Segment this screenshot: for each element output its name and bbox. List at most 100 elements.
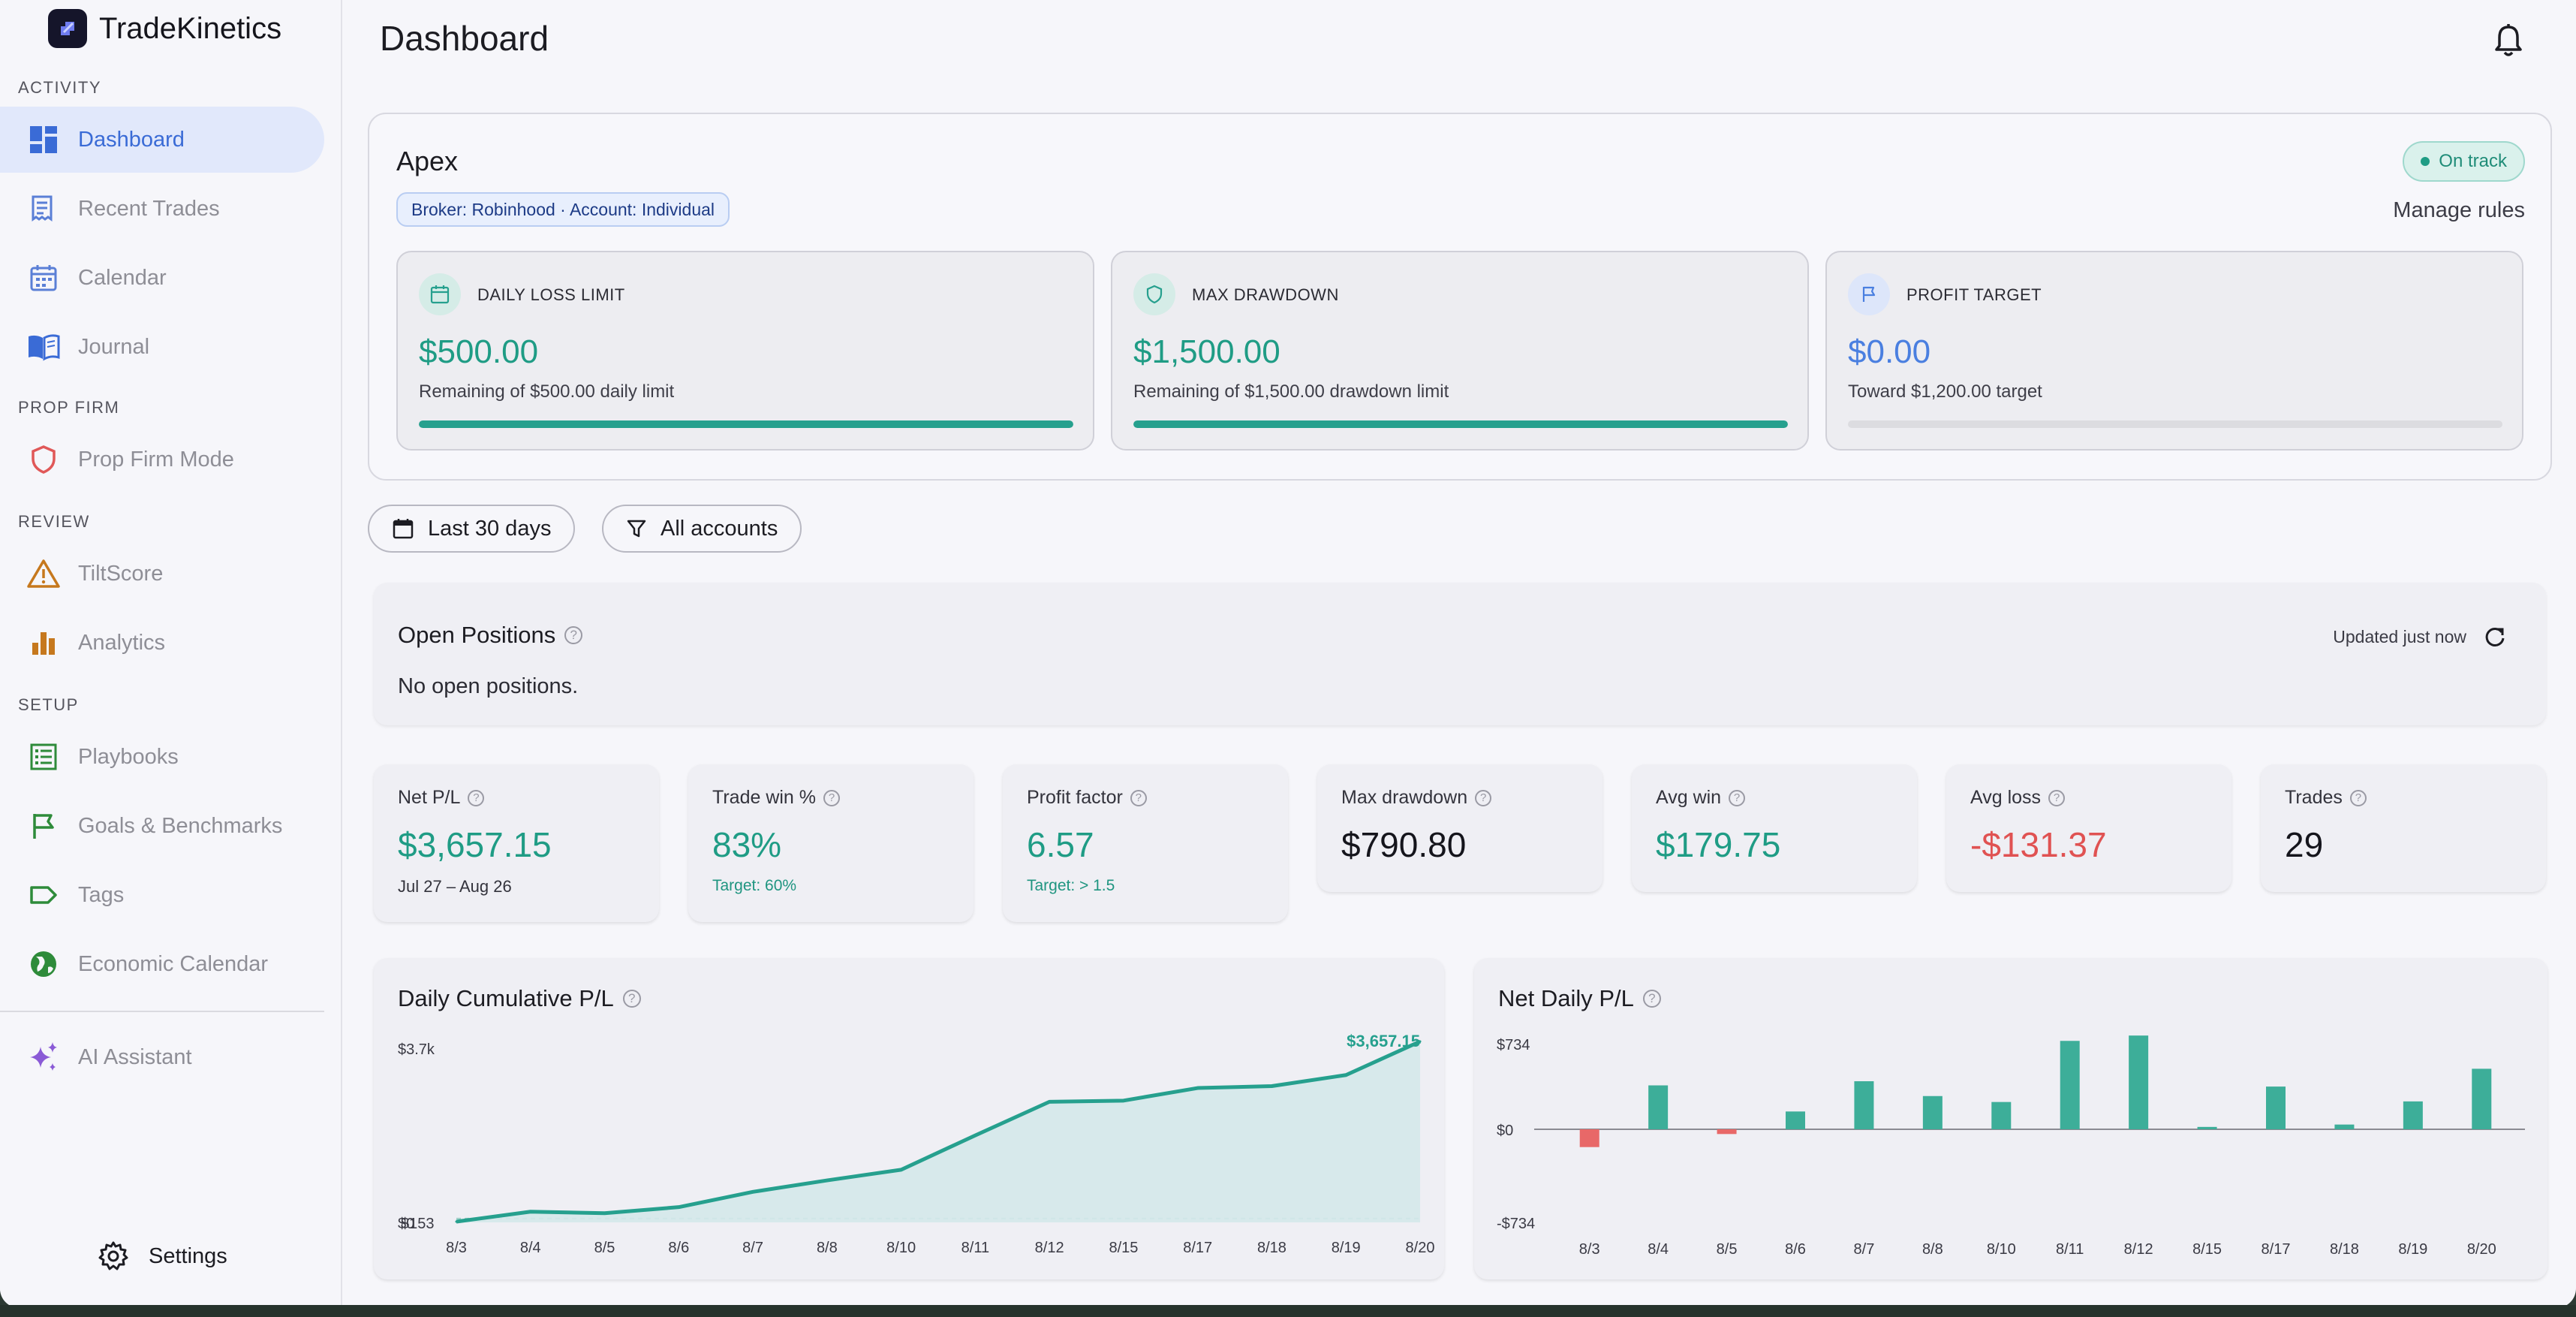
sidebar-item-dashboard[interactable]: Dashboard: [0, 107, 324, 173]
x-tick-label: 8/12: [1035, 1240, 1064, 1256]
status-label: On track: [2439, 151, 2507, 171]
rule-card-max-drawdown: MAX DRAWDOWN $1,500.00 Remaining of $1,5…: [1111, 251, 1809, 451]
help-icon[interactable]: ?: [1729, 789, 1746, 806]
stat-date-range: Jul 27 – Aug 26: [398, 877, 512, 896]
updated-status: Updated just now: [2333, 625, 2507, 649]
sidebar-item-economic-calendar[interactable]: Economic Calendar: [0, 931, 324, 997]
area-fill: [456, 1041, 1420, 1222]
bar: [1991, 1102, 2012, 1129]
x-tick-label: 8/4: [1648, 1241, 1669, 1258]
bar: [1648, 1085, 1669, 1129]
help-icon[interactable]: ?: [564, 626, 583, 644]
accounts-filter-button[interactable]: All accounts: [602, 505, 802, 553]
help-icon[interactable]: ?: [823, 789, 841, 806]
desktop-background: [0, 1305, 2576, 1317]
stat-title: Profit factor?: [1027, 787, 1147, 809]
help-icon[interactable]: ?: [1130, 789, 1147, 806]
help-icon[interactable]: ?: [622, 990, 641, 1008]
sidebar-item-label: Playbooks: [78, 744, 179, 769]
bar: [1717, 1129, 1737, 1135]
help-icon[interactable]: ?: [1642, 990, 1661, 1008]
stat-card-net-pl: Net P/L? $3,657.15 Jul 27 – Aug 26: [374, 764, 659, 922]
refresh-icon[interactable]: [2483, 625, 2507, 649]
globe-icon: [27, 948, 60, 981]
filter-icon: [627, 520, 646, 538]
data-point: [751, 1190, 754, 1193]
x-tick-label: 8/5: [594, 1240, 615, 1256]
stat-card-max-drawdown: Max drawdown? $790.80: [1317, 764, 1602, 892]
help-icon[interactable]: ?: [2048, 789, 2066, 806]
sidebar-item-playbooks[interactable]: Playbooks: [0, 724, 324, 790]
sidebar-item-recent-trades[interactable]: Recent Trades: [0, 176, 324, 242]
stat-title-text: Profit factor: [1027, 787, 1123, 808]
accounts-label: All accounts: [661, 516, 778, 541]
bar: [2129, 1035, 2149, 1129]
settings-label: Settings: [149, 1243, 227, 1268]
rule-subtitle: Toward $1,200.00 target: [1848, 381, 2042, 402]
section-label-activity: ACTIVITY: [18, 78, 102, 97]
sidebar-item-ai-assistant[interactable]: AI Assistant: [0, 1024, 324, 1090]
x-tick-label: 8/12: [2124, 1241, 2153, 1258]
x-tick-label: 8/20: [1406, 1240, 1435, 1256]
x-tick-label: 8/10: [1987, 1241, 2016, 1258]
cumulative-pl-chart-panel: Daily Cumulative P/L? 8/3 8/4 8/5 8/6 8/7 8/8…: [374, 958, 1444, 1279]
stat-value: -$131.37: [1970, 825, 2107, 864]
sidebar-item-tags[interactable]: Tags: [0, 862, 324, 928]
bar: [1854, 1080, 1874, 1129]
help-icon[interactable]: ?: [2349, 789, 2367, 806]
sidebar-item-tiltscore[interactable]: TiltScore: [0, 541, 324, 607]
data-point: [603, 1212, 606, 1215]
stat-card-avg-loss: Avg loss? -$131.37: [1946, 764, 2231, 892]
brand-logo-icon: [48, 9, 87, 48]
settings-button[interactable]: Settings: [98, 1240, 227, 1272]
data-point: [1122, 1099, 1125, 1102]
help-icon[interactable]: ?: [468, 789, 485, 806]
book-icon: [27, 330, 60, 363]
calendar-icon: [27, 261, 60, 294]
x-tick-label: 8/3: [446, 1240, 467, 1256]
stat-title-text: Trade win %: [712, 787, 817, 808]
y-tick-label: $0: [1497, 1123, 1513, 1139]
x-tick-label: 8/6: [668, 1240, 689, 1256]
x-tick-label: 8/8: [1922, 1241, 1943, 1258]
rule-progress-bar: [1133, 420, 1788, 428]
rule-subtitle: Remaining of $500.00 daily limit: [419, 381, 675, 402]
stat-title: Trade win %?: [712, 787, 841, 809]
tag-icon: [27, 879, 60, 912]
rule-title: DAILY LOSS LIMIT: [477, 285, 625, 304]
x-tick-label: 8/15: [2192, 1241, 2222, 1258]
notifications-button[interactable]: [2492, 23, 2528, 59]
x-tick-label: 8/19: [2398, 1241, 2427, 1258]
x-tick-label: 8/15: [1109, 1240, 1138, 1256]
x-tick-label: 8/8: [817, 1240, 838, 1256]
sidebar: TradeKinetics ACTIVITY Dashboard Recent …: [0, 0, 342, 1308]
stat-title: Max drawdown?: [1341, 787, 1492, 809]
stat-value: 83%: [712, 825, 782, 864]
sidebar-item-label: AI Assistant: [78, 1044, 192, 1069]
sidebar-item-goals-benchmarks[interactable]: Goals & Benchmarks: [0, 793, 324, 859]
net-daily-pl-chart: 8/3 8/4 8/5 8/6 8/7 8/8 8/10 8/11 8/12 8/15 8/17 8/…: [1497, 1035, 2525, 1258]
data-point: [529, 1210, 532, 1213]
sidebar-item-label: Tags: [78, 882, 125, 907]
brand[interactable]: TradeKinetics: [48, 8, 281, 50]
sidebar-item-journal[interactable]: Journal: [0, 314, 324, 380]
stat-card-trade-win: Trade win %? 83% Target: 60%: [688, 764, 974, 922]
sidebar-item-calendar[interactable]: Calendar: [0, 245, 324, 311]
manage-rules-link[interactable]: Manage rules: [2393, 198, 2525, 222]
stat-title-text: Net P/L: [398, 787, 461, 808]
sidebar-item-label: Calendar: [78, 265, 167, 290]
sidebar-item-analytics[interactable]: Analytics: [0, 610, 324, 676]
rule-subtitle: Remaining of $1,500.00 drawdown limit: [1133, 381, 1449, 402]
date-range-filter-button[interactable]: Last 30 days: [368, 505, 576, 553]
help-icon[interactable]: ?: [1475, 789, 1492, 806]
bar: [2472, 1068, 2492, 1129]
sidebar-item-prop-firm-mode[interactable]: Prop Firm Mode: [0, 426, 324, 493]
sidebar-item-label: Recent Trades: [78, 196, 220, 221]
x-tick-label: 8/7: [742, 1240, 763, 1256]
data-point: [974, 1134, 977, 1137]
series-line: [456, 1039, 1422, 1224]
sidebar-item-label: Prop Firm Mode: [78, 447, 234, 472]
x-tick-label: 8/19: [1332, 1240, 1361, 1256]
data-point: [677, 1206, 680, 1209]
x-tick-label: 8/6: [1785, 1241, 1806, 1258]
